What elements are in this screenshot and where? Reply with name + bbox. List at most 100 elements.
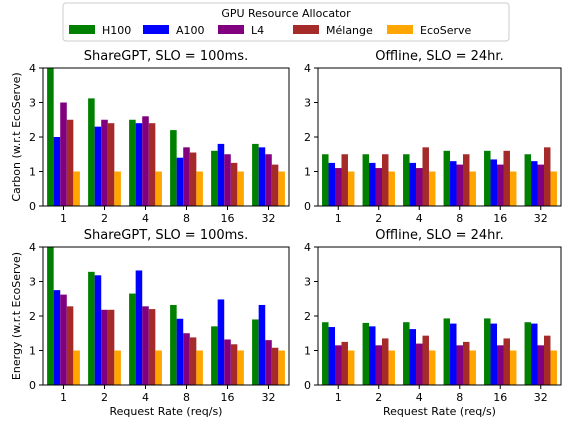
panel-title: ShareGPT, SLO = 100ms. — [84, 228, 248, 243]
bar-a100-1 — [53, 290, 61, 386]
bar-h100-8 — [443, 318, 451, 385]
x-tick-label: 32 — [534, 212, 548, 225]
bar-a100-8 — [450, 323, 457, 385]
bar-ecoserve-16 — [237, 350, 244, 385]
bar-mlange-4 — [148, 309, 156, 385]
bar-ecoserve-8 — [196, 171, 203, 206]
bar-mlange-8 — [189, 337, 197, 385]
y-axis-label: Energy (w.r.t EcoServe) — [10, 252, 23, 380]
bar-mlange-4 — [148, 123, 156, 206]
x-tick-label: 32 — [262, 391, 276, 404]
bar-l4-2 — [375, 345, 382, 385]
bar-mlange-2 — [107, 309, 115, 385]
bar-h100-2 — [88, 98, 95, 206]
bar-mlange-32 — [543, 147, 551, 206]
bar-h100-8 — [170, 130, 177, 206]
x-tick-label: 2 — [101, 391, 108, 404]
bar-h100-4 — [403, 322, 410, 385]
bar-a100-1 — [328, 162, 336, 207]
bar-l4-32 — [537, 345, 544, 385]
bar-a100-2 — [94, 275, 102, 385]
y-tick-label: 1 — [304, 166, 311, 179]
bar-ecoserve-1 — [73, 171, 80, 206]
bar-a100-1 — [328, 327, 336, 385]
x-tick-label: 1 — [60, 212, 67, 225]
bar-mlange-2 — [381, 154, 389, 206]
legend-title: GPU Resource Allocator — [221, 7, 351, 20]
bar-l4-4 — [142, 116, 149, 206]
legend-label-mlange: Mélange — [326, 24, 373, 37]
bar-ecoserve-32 — [550, 350, 557, 385]
bar-h100-2 — [88, 271, 95, 385]
bar-ecoserve-16 — [237, 171, 244, 206]
bar-a100-8 — [176, 157, 184, 206]
y-tick-label: 2 — [29, 131, 36, 144]
y-axis-label: Carbon (w.r.t EcoServe) — [10, 72, 23, 201]
bar-l4-16 — [497, 345, 504, 385]
x-axis-label: Request Rate (req/s) — [383, 405, 496, 418]
y-tick-label: 3 — [304, 276, 311, 289]
bar-ecoserve-4 — [155, 350, 162, 385]
bar-ecoserve-16 — [509, 171, 517, 206]
bar-h100-8 — [443, 150, 451, 206]
x-tick-label: 8 — [456, 391, 463, 404]
bar-a100-16 — [217, 143, 225, 206]
bar-h100-2 — [362, 154, 370, 206]
x-tick-label: 4 — [416, 212, 423, 225]
bar-a100-4 — [409, 329, 417, 385]
panel-3: ShareGPT, SLO = 100ms. 0 1 2 3 4 1 2 4 8 16 32 Energ… — [10, 228, 290, 418]
bar-h100-16 — [211, 150, 218, 206]
y-tick-label: 4 — [304, 241, 311, 254]
bar-ecoserve-1 — [347, 350, 355, 385]
bar-ecoserve-1 — [347, 171, 355, 206]
bar-ecoserve-8 — [469, 171, 476, 206]
legend-label-l4: L4 — [251, 24, 264, 37]
bar-l4-32 — [537, 164, 544, 206]
bar-h100-1 — [322, 322, 329, 385]
bar-l4-1 — [60, 294, 67, 385]
bar-mlange-32 — [271, 347, 279, 385]
bar-h100-32 — [252, 143, 259, 206]
bar-a100-32 — [531, 161, 538, 206]
bar-ecoserve-2 — [388, 350, 395, 385]
bar-h100-16 — [484, 318, 491, 385]
legend-label-ecoserve: EcoServe — [420, 24, 472, 37]
bar-a100-8 — [450, 161, 457, 206]
panel-4: Offline, SLO = 24hr. 0 1 2 3 4 1 2 4 8 16 32 Request… — [304, 228, 562, 418]
bar-mlange-4 — [422, 147, 429, 206]
y-tick-label: 4 — [29, 241, 36, 254]
bar-h100-1 — [47, 68, 54, 206]
bar-a100-32 — [531, 323, 538, 385]
bar-h100-32 — [252, 319, 259, 385]
bar-l4-1 — [335, 345, 342, 385]
y-tick-label: 3 — [304, 97, 311, 110]
x-tick-label: 16 — [221, 391, 235, 404]
panel-1: ShareGPT, SLO = 100ms. 0 1 2 3 4 1 2 4 8 16 32 Carbo… — [10, 49, 290, 225]
bar-ecoserve-2 — [114, 171, 121, 206]
bar-mlange-4 — [422, 335, 429, 385]
bar-a100-16 — [490, 159, 498, 206]
bar-l4-2 — [101, 119, 108, 206]
bar-l4-4 — [142, 306, 149, 385]
bar-mlange-2 — [381, 338, 389, 385]
x-tick-label: 16 — [493, 212, 507, 225]
bar-ecoserve-2 — [388, 171, 395, 206]
bar-a100-1 — [53, 137, 61, 206]
bar-a100-4 — [135, 270, 143, 385]
bar-ecoserve-32 — [278, 171, 285, 206]
y-tick-label: 0 — [304, 379, 311, 392]
bar-h100-8 — [170, 304, 177, 385]
bar-h100-32 — [524, 154, 532, 206]
y-tick-label: 0 — [304, 200, 311, 213]
bar-a100-2 — [369, 162, 376, 207]
y-tick-label: 4 — [304, 62, 311, 75]
bar-mlange-32 — [271, 164, 279, 206]
bar-mlange-16 — [230, 162, 238, 207]
bar-mlange-1 — [66, 119, 74, 206]
x-tick-label: 8 — [456, 212, 463, 225]
bar-a100-32 — [258, 147, 266, 206]
panel-title: ShareGPT, SLO = 100ms. — [84, 49, 248, 64]
bar-l4-8 — [183, 333, 190, 385]
bar-ecoserve-16 — [509, 350, 517, 385]
